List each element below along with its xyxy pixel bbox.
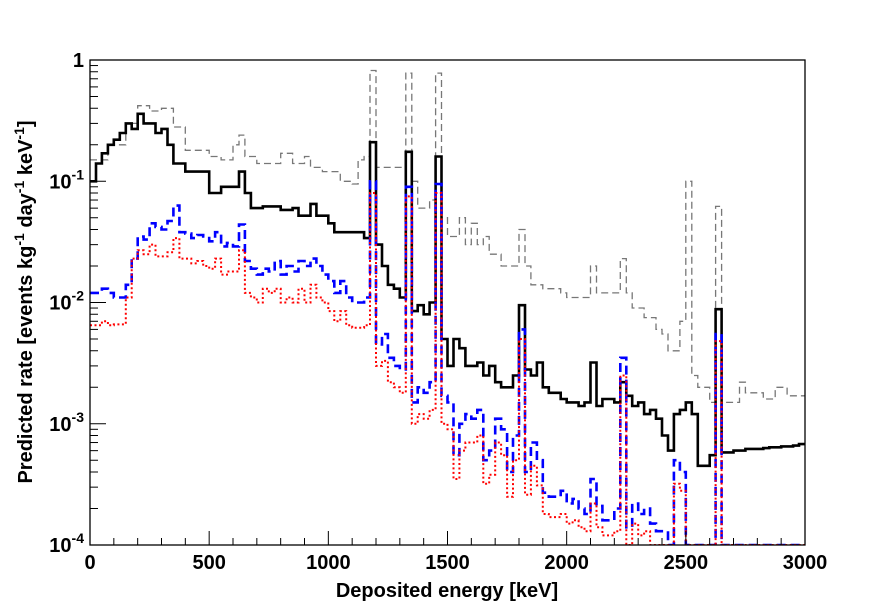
y-tick-label: 10-4 (49, 530, 84, 557)
x-tick-label: 500 (192, 552, 225, 574)
series-black-solid (90, 112, 805, 468)
x-tick-label: 1500 (425, 552, 470, 574)
series-grey-dashed (90, 69, 805, 404)
y-tick-label: 10-2 (49, 288, 84, 315)
y-tick-label: 10-1 (49, 166, 84, 193)
y-axis-title: Predicted rate [events kg-1 day-1 keV-1] (11, 120, 37, 483)
x-tick-label: 2500 (664, 552, 709, 574)
series-red-dotted (90, 192, 805, 545)
series-blue-dashed (90, 180, 805, 545)
y-tick-label: 10-3 (49, 409, 84, 436)
axis-layer (89, 65, 806, 546)
y-tick-label: 1 (73, 50, 84, 72)
x-tick-labels: 0 500 1000 1500 2000 2500 3000 (84, 552, 827, 574)
y-tick-labels: 1 10-1 10-2 10-3 10-4 (49, 50, 84, 557)
series-layer (90, 69, 805, 545)
x-axis-title: Deposited energy [keV] (336, 580, 558, 602)
x-tick-label: 2000 (544, 552, 589, 574)
x-tick-label: 0 (84, 552, 95, 574)
x-tick-label: 3000 (783, 552, 828, 574)
plot-frame (89, 59, 806, 546)
x-tick-label: 1000 (306, 552, 351, 574)
